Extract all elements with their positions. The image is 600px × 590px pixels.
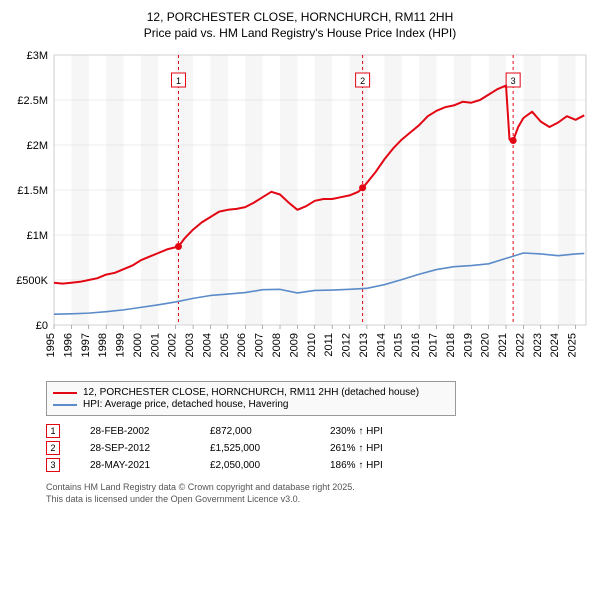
- svg-text:2025: 2025: [567, 333, 579, 357]
- marker-hpi: 186% ↑ HPI: [330, 460, 420, 471]
- marker-price: £2,050,000: [210, 460, 300, 471]
- legend-label: 12, PORCHESTER CLOSE, HORNCHURCH, RM11 2…: [83, 387, 419, 398]
- svg-text:£3M: £3M: [27, 50, 48, 62]
- marker-date: 28-SEP-2012: [90, 443, 180, 454]
- chart-title: 12, PORCHESTER CLOSE, HORNCHURCH, RM11 2…: [8, 10, 592, 41]
- footer-line2: This data is licensed under the Open Gov…: [46, 494, 300, 504]
- marker-row: 2 28-SEP-2012 £1,525,000 261% ↑ HPI: [46, 441, 592, 455]
- svg-text:1997: 1997: [80, 333, 92, 357]
- svg-text:2022: 2022: [514, 333, 526, 357]
- svg-text:2017: 2017: [427, 333, 439, 357]
- legend-swatch: [53, 404, 77, 406]
- legend: 12, PORCHESTER CLOSE, HORNCHURCH, RM11 2…: [46, 381, 456, 416]
- svg-text:1998: 1998: [97, 333, 109, 357]
- svg-text:2013: 2013: [358, 333, 370, 357]
- legend-label: HPI: Average price, detached house, Have…: [83, 399, 289, 410]
- svg-text:2003: 2003: [184, 333, 196, 357]
- svg-text:2009: 2009: [288, 333, 300, 357]
- svg-text:3: 3: [511, 76, 516, 86]
- svg-text:2015: 2015: [393, 333, 405, 357]
- svg-text:2021: 2021: [497, 333, 509, 357]
- marker-hpi: 261% ↑ HPI: [330, 443, 420, 454]
- svg-text:2024: 2024: [549, 333, 561, 357]
- svg-text:2: 2: [360, 76, 365, 86]
- svg-text:2004: 2004: [201, 333, 213, 357]
- marker-row: 1 28-FEB-2002 £872,000 230% ↑ HPI: [46, 424, 592, 438]
- chart-container: 12, PORCHESTER CLOSE, HORNCHURCH, RM11 2…: [0, 0, 600, 514]
- svg-text:£500K: £500K: [16, 275, 48, 287]
- svg-text:2001: 2001: [149, 333, 161, 357]
- marker-number-box: 3: [46, 458, 60, 472]
- svg-text:£1.5M: £1.5M: [17, 185, 48, 197]
- svg-text:1995: 1995: [45, 333, 57, 357]
- svg-text:£2M: £2M: [27, 140, 48, 152]
- svg-text:£2.5M: £2.5M: [17, 95, 48, 107]
- svg-text:2018: 2018: [445, 333, 457, 357]
- svg-text:2008: 2008: [271, 333, 283, 357]
- svg-text:2005: 2005: [219, 333, 231, 357]
- svg-text:2000: 2000: [132, 333, 144, 357]
- marker-number-box: 1: [46, 424, 60, 438]
- marker-row: 3 28-MAY-2021 £2,050,000 186% ↑ HPI: [46, 458, 592, 472]
- marker-number-box: 2: [46, 441, 60, 455]
- marker-table: 1 28-FEB-2002 £872,000 230% ↑ HPI 2 28-SEP-20…: [46, 424, 592, 472]
- marker-price: £1,525,000: [210, 443, 300, 454]
- title-line2: Price paid vs. HM Land Registry's House …: [144, 26, 456, 40]
- marker-price: £872,000: [210, 426, 300, 437]
- svg-text:2020: 2020: [480, 333, 492, 357]
- legend-item: 12, PORCHESTER CLOSE, HORNCHURCH, RM11 2…: [53, 387, 449, 398]
- legend-swatch: [53, 392, 77, 394]
- svg-text:1: 1: [176, 76, 181, 86]
- svg-text:2019: 2019: [462, 333, 474, 357]
- svg-text:£0: £0: [36, 320, 48, 332]
- marker-hpi: 230% ↑ HPI: [330, 426, 420, 437]
- marker-date: 28-MAY-2021: [90, 460, 180, 471]
- svg-text:2007: 2007: [254, 333, 266, 357]
- svg-text:2010: 2010: [306, 333, 318, 357]
- footer: Contains HM Land Registry data © Crown c…: [46, 482, 592, 505]
- svg-text:2002: 2002: [167, 333, 179, 357]
- svg-text:2023: 2023: [532, 333, 544, 357]
- marker-date: 28-FEB-2002: [90, 426, 180, 437]
- footer-line1: Contains HM Land Registry data © Crown c…: [46, 482, 355, 492]
- title-line1: 12, PORCHESTER CLOSE, HORNCHURCH, RM11 2…: [147, 10, 454, 24]
- plot-area: £0 £500K £1M £1.5M £2M £2.5M £3M 1995 1996 1997 19…: [8, 45, 592, 375]
- svg-text:1996: 1996: [62, 333, 74, 357]
- svg-text:2016: 2016: [410, 333, 422, 357]
- svg-text:£1M: £1M: [27, 230, 48, 242]
- legend-item: HPI: Average price, detached house, Have…: [53, 399, 449, 410]
- svg-text:2006: 2006: [236, 333, 248, 357]
- chart-svg: £0 £500K £1M £1.5M £2M £2.5M £3M 1995 1996 1997 19…: [8, 45, 592, 375]
- svg-text:2012: 2012: [341, 333, 353, 357]
- svg-text:1999: 1999: [115, 333, 127, 357]
- svg-text:2011: 2011: [323, 333, 335, 357]
- svg-text:2014: 2014: [375, 333, 387, 357]
